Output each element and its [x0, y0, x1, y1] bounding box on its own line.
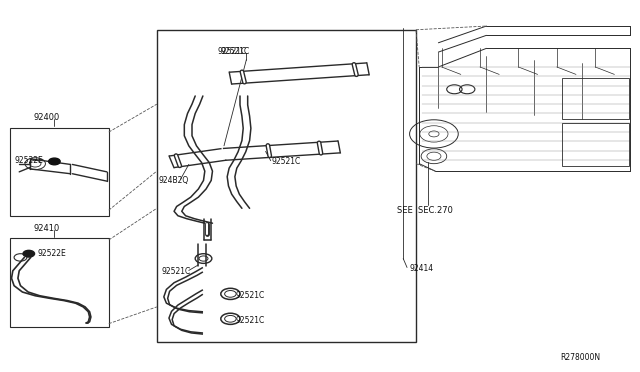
Text: 92521C: 92521C: [221, 47, 250, 56]
Bar: [10, 238, 109, 327]
Text: R278000N: R278000N: [560, 353, 600, 362]
Text: SEE  SEC.270: SEE SEC.270: [397, 206, 452, 215]
Text: 92522E: 92522E: [37, 249, 66, 258]
Text: 92521C: 92521C: [162, 267, 191, 276]
Text: 924B2Q: 924B2Q: [159, 176, 189, 185]
Text: 92521C: 92521C: [272, 157, 301, 166]
Bar: [157, 30, 416, 342]
Circle shape: [23, 250, 35, 257]
Circle shape: [49, 158, 60, 165]
Bar: [562, 123, 629, 166]
Bar: [562, 78, 629, 119]
Text: 92521C: 92521C: [236, 291, 265, 300]
Text: 92410: 92410: [33, 224, 60, 233]
Text: 92400: 92400: [33, 113, 60, 122]
Text: 92521C: 92521C: [236, 316, 265, 325]
Text: 92521C: 92521C: [218, 47, 247, 56]
Text: 92522E: 92522E: [14, 156, 43, 165]
Bar: [10, 128, 109, 216]
Text: 92414: 92414: [410, 264, 434, 273]
